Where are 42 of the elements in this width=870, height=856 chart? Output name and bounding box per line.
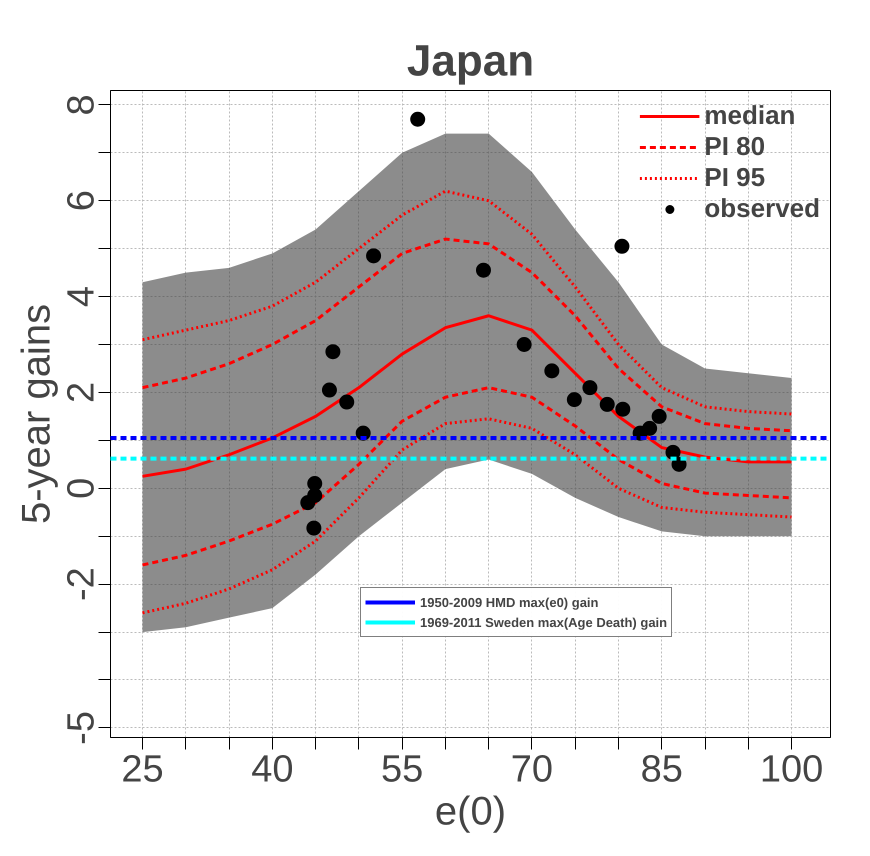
- point: [516, 337, 532, 352]
- y-tick-label: 2: [60, 382, 102, 403]
- legend-label: 1969-2011 Sweden max(Age Death) gain: [420, 614, 668, 630]
- y-tick-label: -5: [60, 711, 102, 745]
- y-tick-label: 4: [60, 286, 102, 308]
- point: [306, 520, 322, 536]
- point: [322, 382, 337, 398]
- x-tick-label: 70: [510, 748, 554, 790]
- x-axis-title: e(0): [434, 790, 506, 834]
- point: [544, 363, 560, 378]
- x-tick-label: 55: [381, 748, 424, 790]
- point: [600, 396, 615, 412]
- chart-title: Japan: [406, 36, 534, 86]
- x-tick-label: 100: [760, 748, 824, 790]
- legend-label: PI 80: [704, 131, 766, 162]
- point: [307, 488, 322, 503]
- x-tick-label: 25: [121, 748, 164, 790]
- point: [339, 394, 354, 410]
- legend-label: 1950-2009 HMD max(e0) gain: [420, 594, 598, 610]
- y-tick-label: -2: [60, 567, 102, 602]
- legend-label: PI 95: [704, 162, 766, 193]
- y-tick-label: 8: [60, 94, 102, 116]
- point: [476, 262, 491, 278]
- x-tick-label: 40: [251, 748, 294, 790]
- point: [366, 248, 382, 264]
- line-series: [141, 417, 794, 614]
- point: [614, 238, 630, 254]
- point: [307, 476, 322, 491]
- y-tick-label: 6: [60, 190, 102, 212]
- line-series: [141, 314, 794, 478]
- y-axis-title: 5-year gains: [14, 304, 58, 524]
- point: [615, 402, 630, 417]
- point: [325, 344, 340, 360]
- x-tick-label: 85: [640, 748, 683, 790]
- point: [410, 112, 426, 127]
- legend-label: observed: [704, 193, 820, 224]
- legend-label: median: [704, 100, 796, 131]
- point: [652, 408, 667, 424]
- y-tick-label: 0: [60, 478, 102, 499]
- point: [582, 380, 598, 396]
- point: [566, 392, 582, 408]
- point: [642, 420, 658, 436]
